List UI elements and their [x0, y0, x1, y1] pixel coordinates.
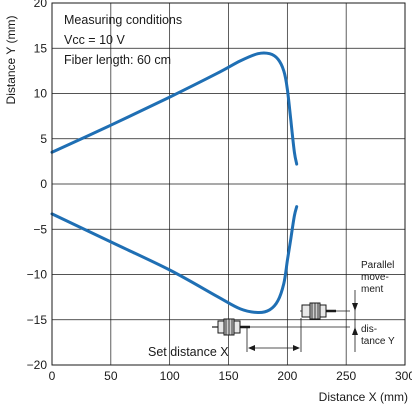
x-axis-title: Distance X (mm): [319, 390, 408, 404]
parallel-distance-dimension: Parallel move- ment dis- tance Y: [352, 260, 395, 352]
y-tick-label: 0: [40, 177, 47, 191]
y-tick-labels: 20 15 10 5 0 −5 −10 −15 −20: [27, 0, 48, 372]
series-line-lower: [50, 205, 299, 315]
parallel-label-1: Parallel: [361, 260, 394, 271]
x-tick-label: 200: [277, 369, 297, 383]
y-axis-title: Distance Y (mm): [4, 16, 18, 105]
parallel-label-2: move-: [361, 272, 389, 283]
y-tick-label: −5: [33, 222, 47, 236]
sensor-setup-diagram: Set distance X Parallel move- ment dis- …: [148, 260, 395, 359]
series-line-upper: [50, 51, 299, 166]
y-tick-label: 20: [34, 0, 48, 10]
set-distance-label: Set distance X: [148, 345, 229, 359]
arrow-left-icon: [248, 345, 255, 351]
y-tick-label: −10: [27, 268, 48, 282]
measuring-conditions-note: Measuring conditions Vcc = 10 V Fiber le…: [64, 13, 182, 67]
y-tick-label: 15: [34, 41, 48, 55]
x-tick-label: 50: [104, 369, 118, 383]
arrow-down-icon: [352, 303, 358, 311]
x-tick-label: 300: [395, 369, 412, 383]
x-tick-label: 150: [218, 369, 238, 383]
x-tick-label: 250: [336, 369, 356, 383]
grid-lines: [51, 2, 406, 366]
series-group: [50, 51, 299, 315]
y-tick-label: −15: [27, 313, 48, 327]
parallel-label-3: ment: [361, 284, 383, 295]
y-tick-label: −20: [27, 358, 48, 372]
arrow-up-icon: [352, 327, 358, 335]
emitter-sensor-icon: [212, 318, 350, 336]
note-line-1: Measuring conditions: [64, 13, 182, 27]
y-tick-label: 5: [40, 132, 47, 146]
parallel-label-5: tance Y: [361, 336, 395, 347]
arrow-right-icon: [293, 345, 300, 351]
plot-frame: [51, 2, 406, 366]
x-tick-label: 100: [160, 369, 180, 383]
x-tick-labels: 0 50 100 150 200 250 300: [49, 369, 412, 383]
note-line-2: Vcc = 10 V: [64, 33, 125, 47]
set-distance-dimension: Set distance X: [148, 318, 302, 359]
receiver-sensor-icon: [300, 302, 350, 320]
parallel-label-4: dis-: [361, 324, 377, 335]
y-tick-label: 10: [34, 87, 48, 101]
x-tick-label: 0: [49, 369, 56, 383]
note-line-3: Fiber length: 60 cm: [64, 53, 171, 67]
